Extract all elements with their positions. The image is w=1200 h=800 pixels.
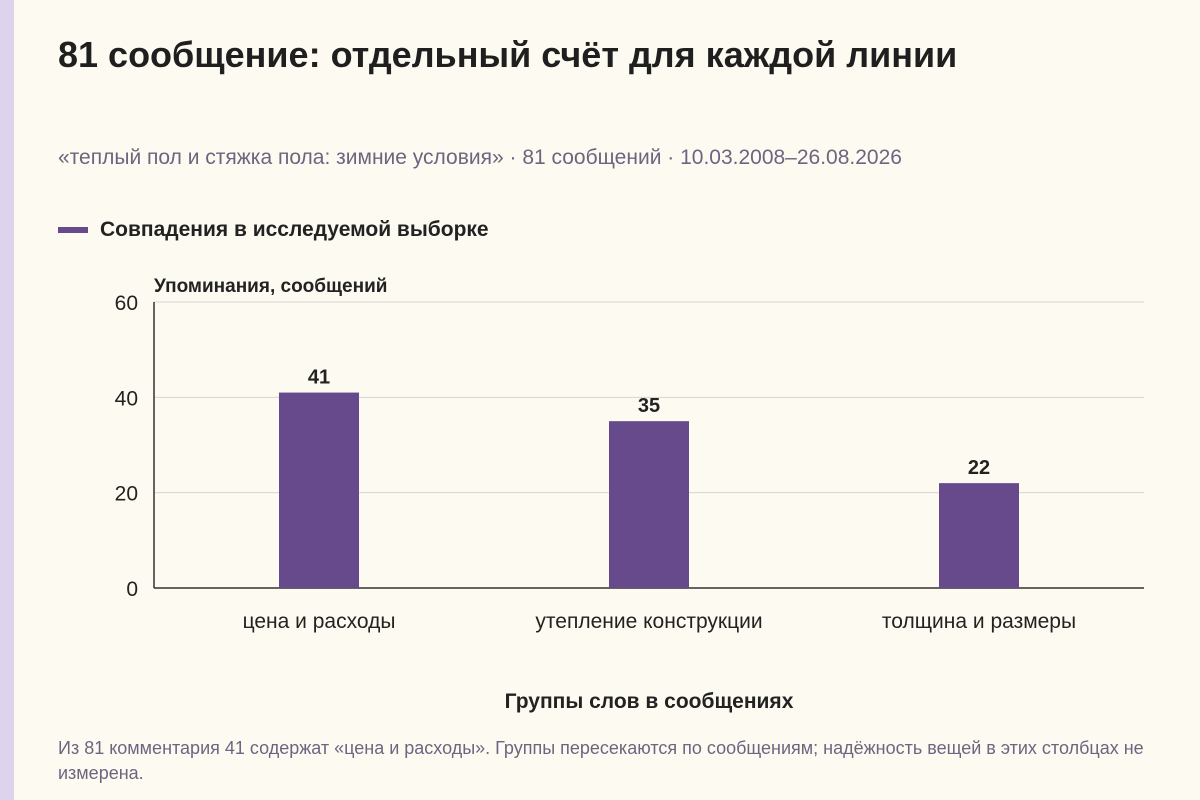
data-label: 41 bbox=[308, 367, 330, 389]
bar bbox=[939, 483, 1019, 588]
x-tick-label: утепление конструкции bbox=[535, 610, 762, 633]
y-tick-label: 60 bbox=[115, 292, 138, 315]
x-tick-label: толщина и размеры bbox=[882, 610, 1076, 633]
legend-swatch bbox=[58, 227, 88, 233]
bar-chart: 0 20 40 60 Упоминания, сообщений 41 цена и рас… bbox=[115, 276, 1144, 713]
data-label: 35 bbox=[638, 395, 660, 417]
chart-footnote: Из 81 комментария 41 содержат «цена и ра… bbox=[58, 738, 1144, 783]
chart-title: 81 сообщение: отдельный счёт для каждой … bbox=[58, 34, 958, 75]
data-label: 22 bbox=[968, 457, 990, 479]
left-accent-bar bbox=[0, 0, 14, 800]
y-tick-label: 40 bbox=[115, 387, 138, 410]
bar bbox=[609, 421, 689, 588]
y-tick-label: 20 bbox=[115, 483, 138, 506]
chart-legend: Совпадения в исследуемой выборке bbox=[58, 218, 489, 242]
x-tick-label: цена и расходы bbox=[243, 610, 396, 633]
x-axis-label: Группы слов в сообщениях bbox=[505, 690, 794, 713]
y-axis-label: Упоминания, сообщений bbox=[154, 276, 387, 297]
legend-label: Совпадения в исследуемой выборке bbox=[100, 218, 489, 241]
y-tick-label: 0 bbox=[126, 578, 138, 601]
bar bbox=[279, 392, 359, 588]
chart-subtitle: «теплый пол и стяжка пола: зимние услови… bbox=[58, 146, 902, 169]
